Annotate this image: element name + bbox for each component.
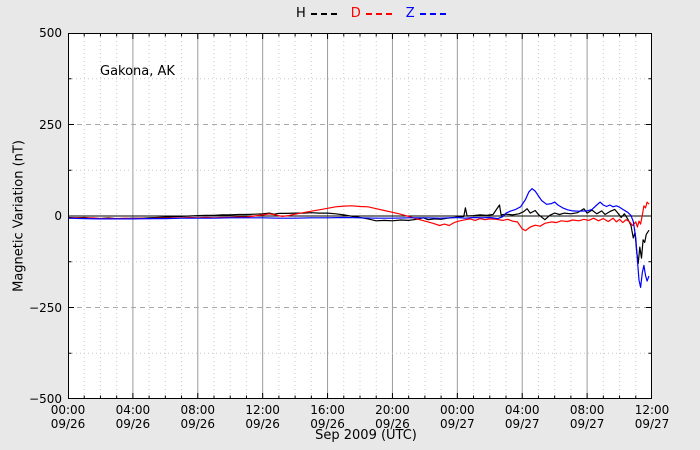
y-tick-label: 0	[54, 209, 62, 223]
chart-canvas	[68, 33, 652, 399]
series-line-z	[68, 188, 650, 288]
legend-item-z: Z	[406, 6, 446, 21]
x-tick-date: 09/26	[115, 417, 151, 431]
x-tick-label: 04:00 09/27	[505, 403, 540, 431]
dashed-line-swatch-z	[419, 12, 446, 15]
x-tick-date: 09/26	[375, 417, 410, 431]
x-tick-date: 09/27	[504, 417, 540, 431]
legend-label-d: D	[350, 6, 361, 21]
station-annotation: Gakona, AK	[100, 64, 175, 79]
legend-item-d: D	[351, 6, 392, 21]
x-tick-label: 04:00 09/26	[116, 403, 151, 431]
dashed-line-swatch-d	[365, 12, 392, 15]
x-tick-time: 16:00	[310, 403, 345, 417]
legend-label-h: H	[296, 6, 306, 21]
x-tick-time: 04:00	[504, 403, 540, 417]
dashed-line-swatch-h	[310, 12, 337, 15]
x-tick-date: 09/26	[50, 417, 86, 431]
y-tick-label: −250	[29, 300, 62, 315]
x-tick-date: 09/26	[180, 417, 216, 431]
series-line-h	[68, 204, 650, 265]
x-tick-time: 00:00	[50, 403, 86, 417]
legend: H D Z	[296, 6, 446, 21]
x-tick-label: 16:00 09/26	[310, 403, 345, 431]
x-tick-time: 08:00	[180, 403, 216, 417]
x-axis-title: Sep 2009 (UTC)	[315, 428, 417, 443]
x-tick-date: 09/26	[310, 417, 345, 431]
x-tick-date: 09/27	[569, 417, 605, 431]
x-tick-time: 12:00	[634, 403, 670, 417]
legend-item-h: H	[296, 6, 337, 21]
x-tick-time: 08:00	[569, 403, 605, 417]
x-tick-date: 09/27	[440, 417, 475, 431]
legend-label-z: Z	[405, 6, 415, 21]
x-tick-label: 00:00 09/27	[440, 403, 475, 431]
x-tick-time: 00:00	[440, 403, 475, 417]
x-tick-label: 12:00 09/27	[635, 403, 670, 431]
x-tick-label: 08:00 09/26	[180, 403, 215, 431]
y-tick-label: −500	[29, 392, 62, 406]
x-tick-label: 12:00 09/26	[245, 403, 280, 431]
y-tick-label: 500	[39, 26, 62, 40]
x-tick-date: 09/26	[245, 417, 280, 431]
plot-area	[68, 33, 652, 399]
x-tick-time: 04:00	[115, 403, 151, 417]
y-tick-label: 250	[39, 117, 62, 132]
x-tick-label: 08:00 09/27	[570, 403, 605, 431]
x-tick-time: 12:00	[245, 403, 280, 417]
x-tick-label: 20:00 09/26	[375, 403, 410, 431]
x-tick-time: 20:00	[375, 403, 410, 417]
x-tick-label: 00:00 09/26	[51, 403, 86, 431]
x-tick-date: 09/27	[634, 417, 670, 431]
